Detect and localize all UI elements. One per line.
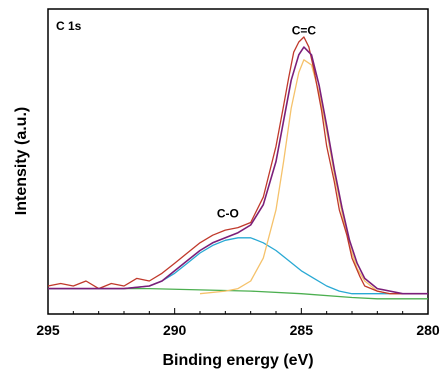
series-c-o-component: [48, 237, 428, 295]
x-tick-label: 285: [290, 322, 314, 338]
series-envelope: [48, 46, 428, 295]
series-raw-spectrum: [47, 36, 428, 295]
x-tick-label: 290: [163, 322, 187, 338]
y-axis-title: Intensity (a.u.): [13, 107, 30, 215]
x-axis-ticks: 295 290 285 280: [36, 308, 440, 338]
series-c-c-component: [199, 59, 428, 295]
x-axis-title: Binding energy (eV): [162, 352, 313, 369]
peak-annotation: C-O: [217, 206, 239, 220]
series-layer: [47, 36, 428, 300]
peak-annotation: C=C: [292, 23, 317, 37]
panel-label: C 1s: [56, 19, 82, 33]
plot-frame: [47, 8, 429, 315]
annotations: C-O C=C: [217, 23, 317, 220]
x-tick-label: 295: [36, 322, 60, 338]
x-tick-label: 280: [416, 322, 440, 338]
